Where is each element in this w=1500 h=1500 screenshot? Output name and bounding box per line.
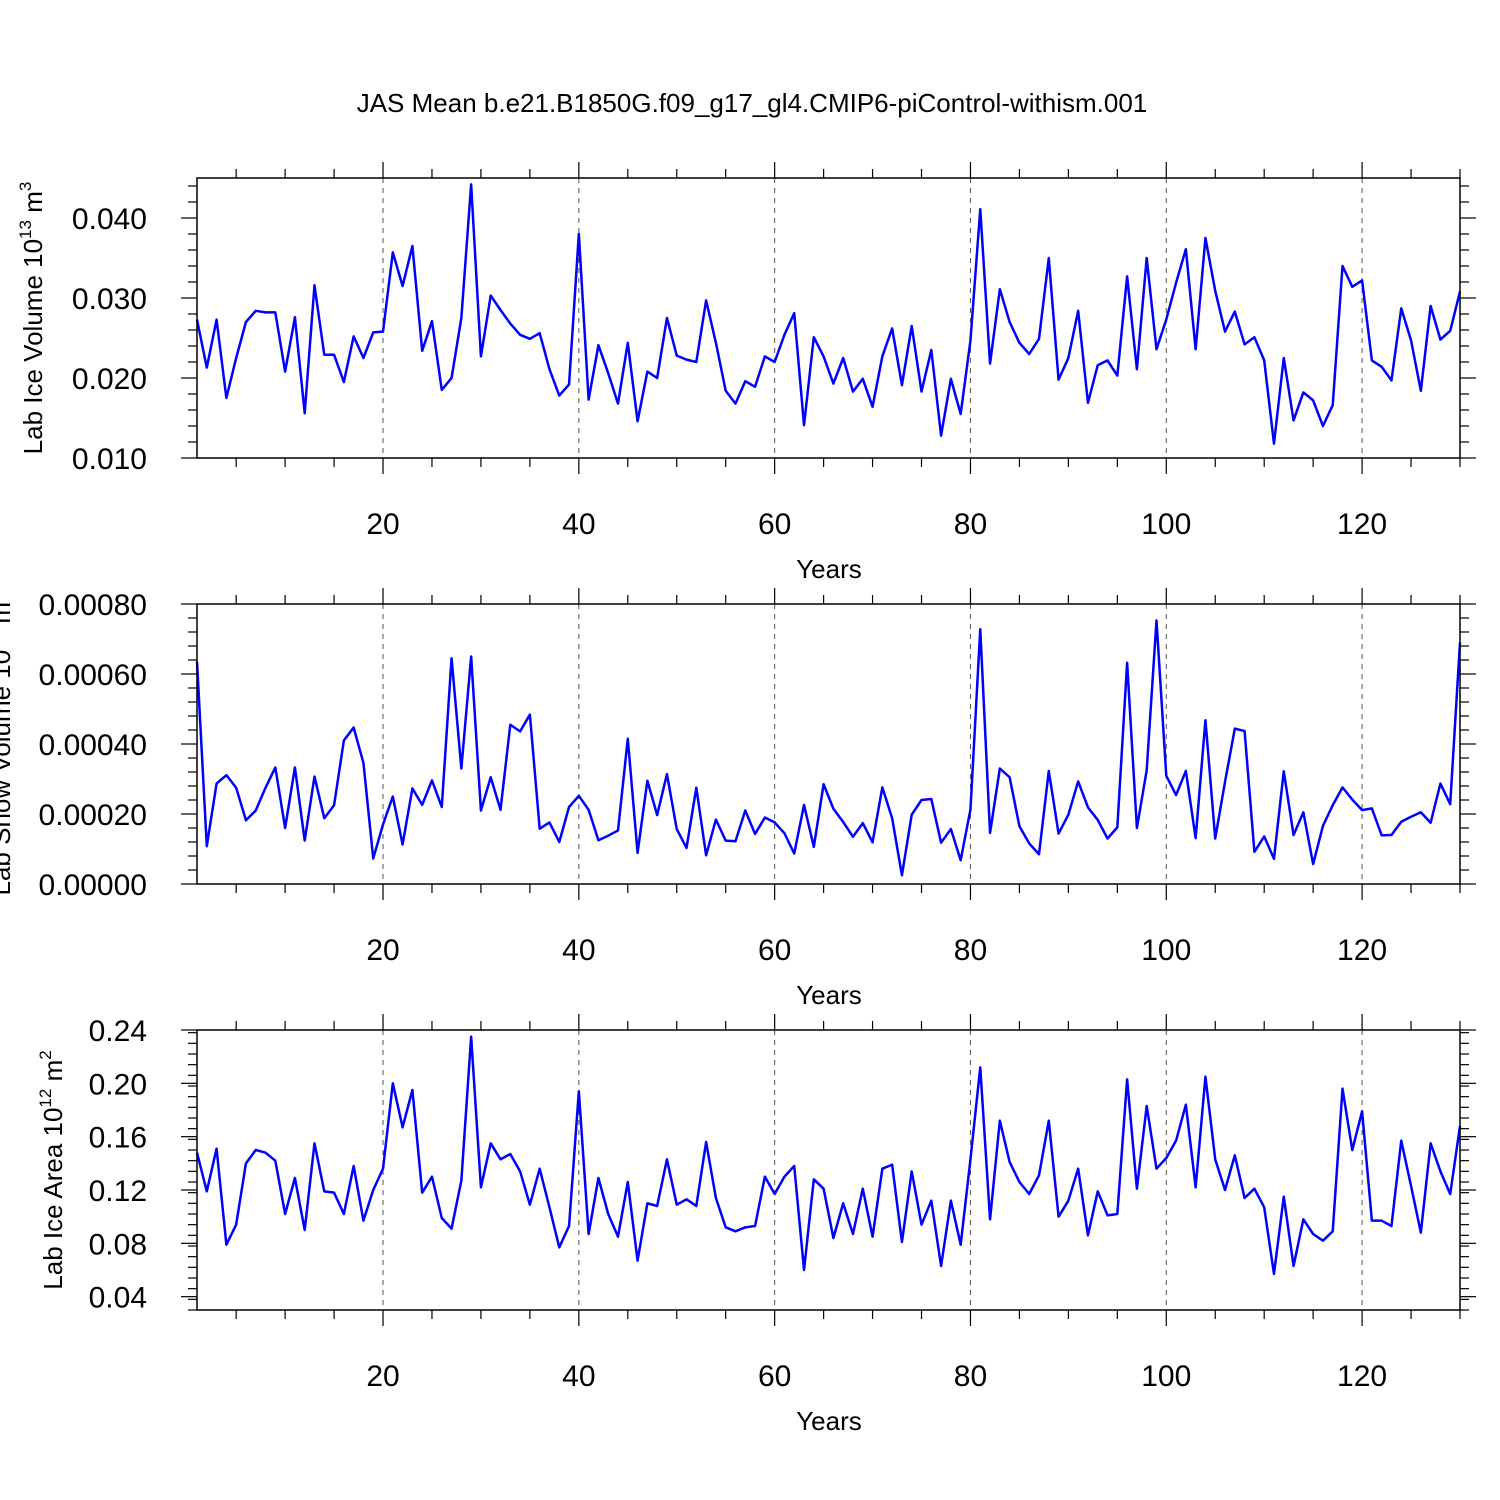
x-tick-label: 120 (1337, 934, 1387, 967)
y-tick-label: 0.24 (89, 1015, 147, 1048)
x-tick-label: 80 (954, 508, 987, 541)
y-tick-label: 0.00060 (39, 659, 147, 692)
x-tick-label: 60 (758, 508, 791, 541)
x-tick-label: 100 (1141, 508, 1191, 541)
y-tick-label: 0.040 (72, 203, 147, 236)
y-tick-label: 0.04 (89, 1282, 147, 1315)
x-tick-label: 80 (954, 1360, 987, 1393)
x-tick-label: 60 (758, 934, 791, 967)
y-tick-label: 0.030 (72, 283, 147, 316)
y-axis-title-exponent: 12 (36, 1089, 55, 1108)
y-tick-label: 0.020 (72, 363, 147, 396)
panel-3: 0.04 0.08 0.12 0.16 0.20 0.24 20 40 60 80 100 120 Ye… (36, 1014, 1476, 1436)
x-tick-label: 20 (366, 934, 399, 967)
x-tick-label: 40 (562, 508, 595, 541)
y-axis-title-unit-exponent: 3 (0, 592, 3, 601)
x-tick-label: 100 (1141, 1360, 1191, 1393)
y-tick-label: 0.12 (89, 1175, 147, 1208)
x-tick-label: 100 (1141, 934, 1191, 967)
series-line-lab-ice-area (195, 1035, 1462, 1276)
panel-2: 0.00000 0.00020 0.00040 0.00060 0.00080 20 40 6… (0, 588, 1476, 1010)
figure-title: JAS Mean b.e21.B1850G.f09_g17_gl4.CMIP6-… (357, 88, 1148, 118)
y-axis-title: Lab Snow Volume 1013 m3 (0, 592, 16, 895)
x-tick-label: 20 (366, 1360, 399, 1393)
x-tick-label: 20 (366, 508, 399, 541)
plot-frame (196, 177, 1461, 459)
series-line-lab-ice-volume (195, 183, 1462, 445)
y-axis-title-exponent: 13 (0, 631, 3, 650)
y-tick-label: 0.00080 (39, 589, 147, 622)
y-tick-label: 0.00040 (39, 729, 147, 762)
y-axis-title-unit-exponent: 3 (16, 182, 35, 191)
y-axis-title-unit: m (38, 1060, 68, 1089)
x-tick-label: 120 (1337, 508, 1387, 541)
y-axis-title-unit: m (0, 602, 16, 631)
y-tick-label: 0.08 (89, 1228, 147, 1261)
x-tick-label: 80 (954, 934, 987, 967)
y-tick-label: 0.010 (72, 443, 147, 476)
y-tick-label: 0.00000 (39, 869, 147, 902)
x-axis-title: Years (796, 554, 862, 584)
y-tick-label: 0.16 (89, 1122, 147, 1155)
x-tick-label: 60 (758, 1360, 791, 1393)
y-tick-label: 0.00020 (39, 799, 147, 832)
y-axis-title-main: Lab Ice Volume 10 (18, 239, 48, 454)
plot-frame (196, 603, 1461, 885)
series-line-lab-snow-volume (195, 619, 1462, 877)
x-tick-label: 40 (562, 1360, 595, 1393)
x-tick-label: 120 (1337, 1360, 1387, 1393)
x-axis-title: Years (796, 980, 862, 1010)
x-tick-label: 40 (562, 934, 595, 967)
y-tick-label: 0.20 (89, 1068, 147, 1101)
panel-1: 0.010 0.020 0.030 0.040 20 40 60 80 100 120 Years L… (16, 162, 1476, 584)
plot-frame (196, 1029, 1461, 1311)
y-axis-title: Lab Ice Volume 1013 m3 (16, 182, 48, 455)
y-axis-title: Lab Ice Area 1012 m2 (36, 1050, 68, 1289)
y-axis-title-main: Lab Snow Volume 10 (0, 650, 16, 896)
x-axis-title: Years (796, 1406, 862, 1436)
y-axis-title-unit: m (18, 191, 48, 220)
y-axis-title-exponent: 13 (16, 220, 35, 239)
y-axis-title-main: Lab Ice Area 10 (38, 1108, 68, 1290)
y-axis-title-unit-exponent: 2 (36, 1050, 55, 1059)
